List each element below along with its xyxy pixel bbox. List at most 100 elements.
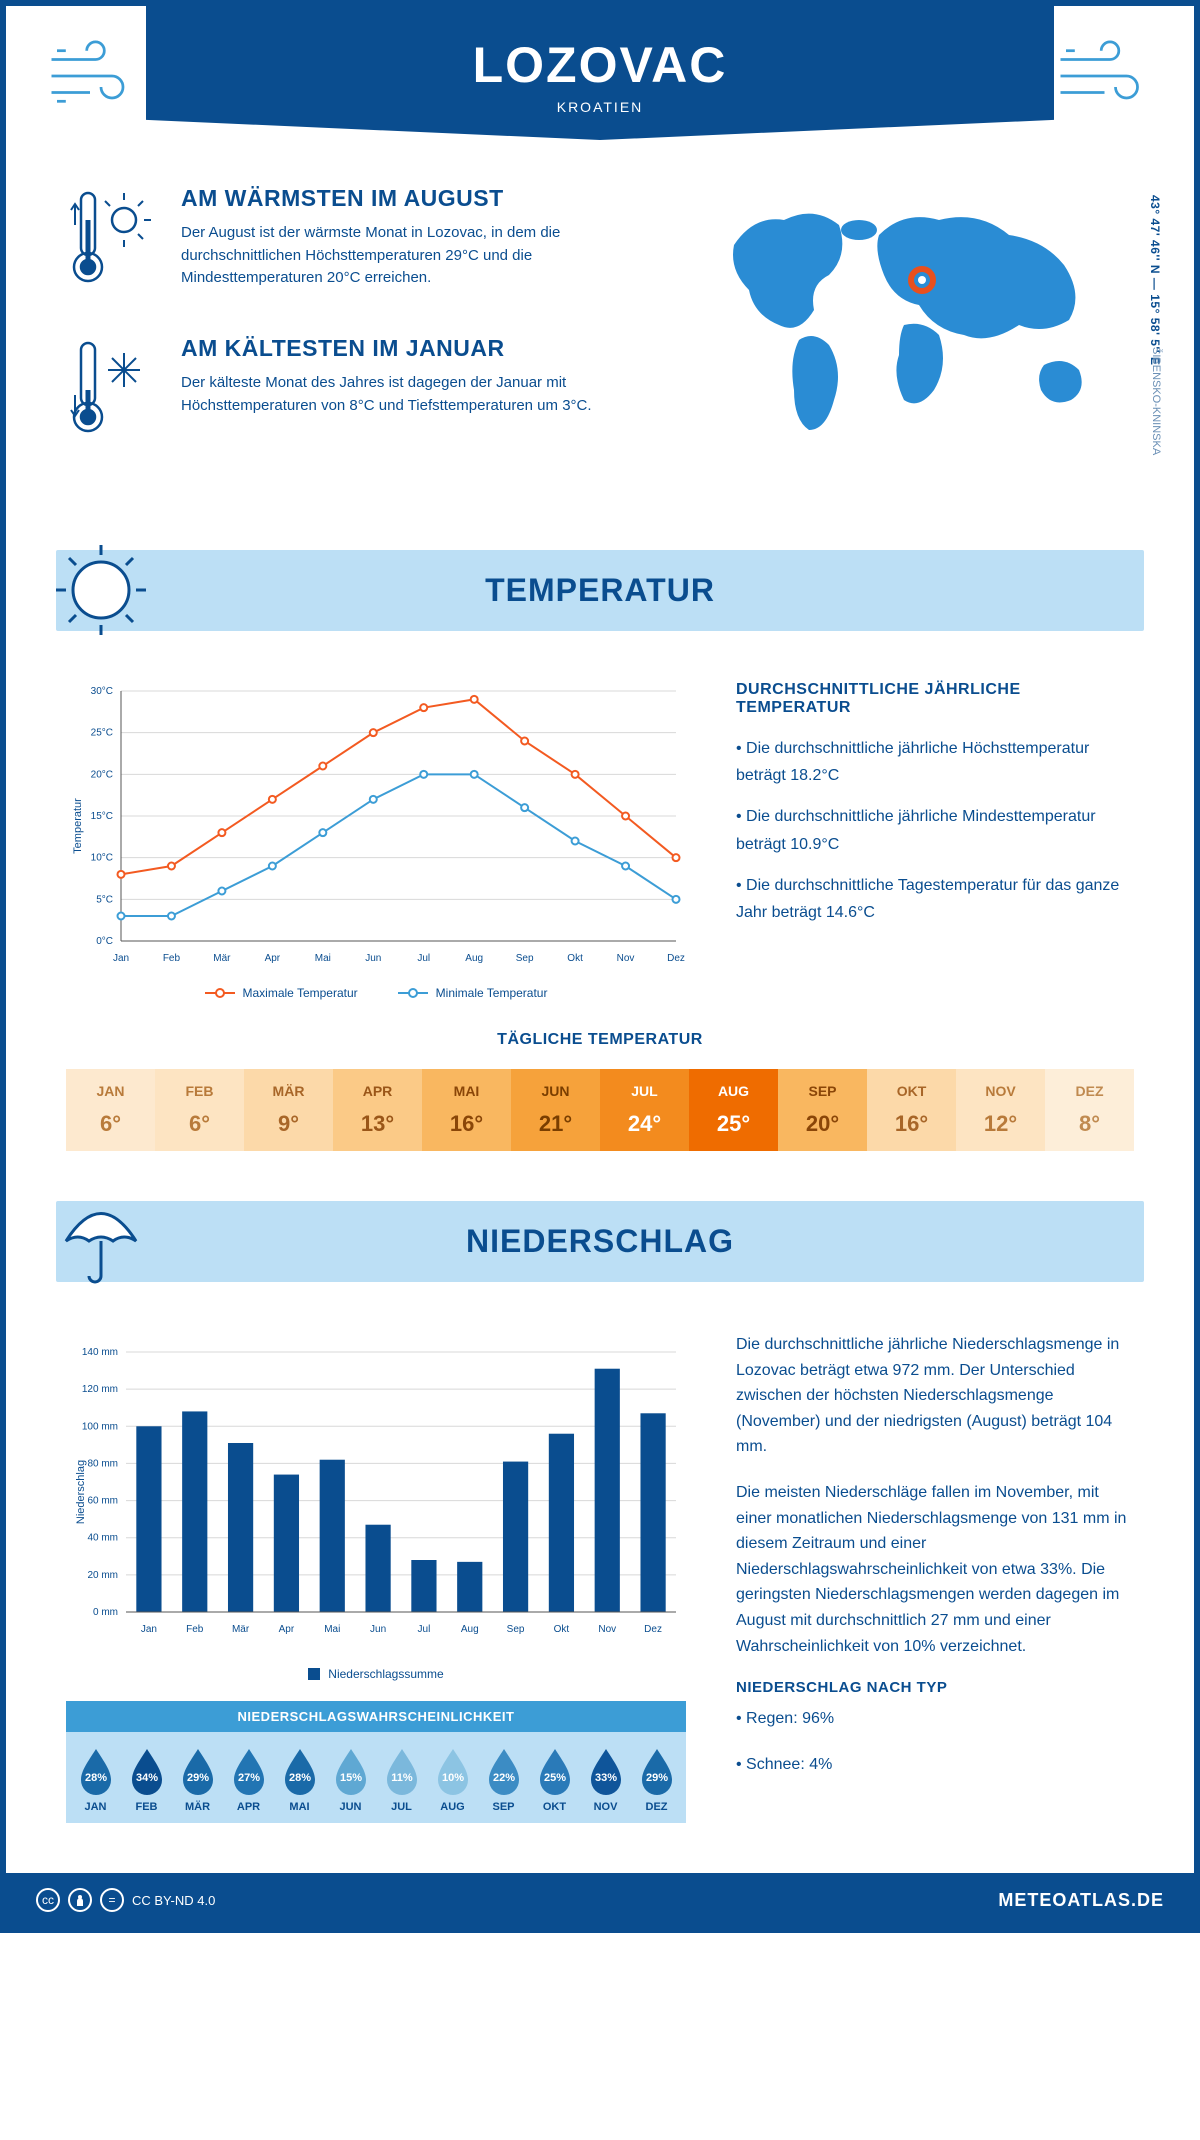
- legend-max: Maximale Temperatur: [243, 986, 358, 1000]
- infographic-page: LOZOVAC KROATIEN AM WÄRMSTEN IM AUGUST D…: [0, 0, 1200, 1933]
- svg-text:Apr: Apr: [265, 953, 281, 964]
- temp-cell: SEP20°: [778, 1069, 867, 1151]
- temp-cell: DEZ8°: [1045, 1069, 1134, 1151]
- location-title: LOZOVAC: [146, 36, 1054, 94]
- svg-text:Mai: Mai: [315, 953, 331, 964]
- world-map-block: 43° 47' 46'' N — 15° 58' 5'' E ŠIBENSKO-…: [704, 185, 1134, 485]
- prob-drop: 11%JUL: [377, 1747, 426, 1813]
- svg-text:Mär: Mär: [232, 1624, 250, 1635]
- precipitation-text: Die durchschnittliche jährliche Niedersc…: [736, 1332, 1134, 1823]
- prob-drop: 22%SEP: [479, 1747, 528, 1813]
- svg-text:Dez: Dez: [667, 953, 685, 964]
- country-subtitle: KROATIEN: [146, 99, 1054, 115]
- svg-text:Jul: Jul: [418, 1624, 431, 1635]
- coldest-title: AM KÄLTESTEN IM JANUAR: [181, 335, 654, 362]
- svg-text:Nov: Nov: [617, 953, 635, 964]
- wind-icon: [1044, 36, 1154, 116]
- precipitation-probability: NIEDERSCHLAGSWAHRSCHEINLICHKEIT 28%JAN34…: [66, 1701, 686, 1823]
- temp-cell: FEB6°: [155, 1069, 244, 1151]
- svg-text:25%: 25%: [543, 1772, 565, 1784]
- svg-text:Aug: Aug: [465, 953, 483, 964]
- coldest-block: AM KÄLTESTEN IM JANUAR Der kälteste Mona…: [66, 335, 654, 445]
- sun-icon: [46, 535, 156, 645]
- svg-text:Apr: Apr: [279, 1624, 295, 1635]
- intro-section: AM WÄRMSTEN IM AUGUST Der August ist der…: [6, 140, 1194, 530]
- license-text: CC BY-ND 4.0: [132, 1893, 215, 1908]
- temp-cell: JUN21°: [511, 1069, 600, 1151]
- prob-drop: 28%MAI: [275, 1747, 324, 1813]
- world-map-icon: [704, 185, 1134, 445]
- thermometer-cold-icon: [66, 335, 156, 445]
- svg-text:15%: 15%: [339, 1772, 361, 1784]
- temp-cell: OKT16°: [867, 1069, 956, 1151]
- precip-type: • Schnee: 4%: [736, 1752, 1134, 1778]
- precip-para: Die meisten Niederschläge fallen im Nove…: [736, 1480, 1134, 1659]
- svg-text:5°C: 5°C: [96, 894, 113, 905]
- by-icon: [68, 1888, 92, 1912]
- precipitation-bar-chart: 0 mm20 mm40 mm60 mm80 mm100 mm120 mm140 …: [66, 1332, 686, 1823]
- svg-text:Dez: Dez: [644, 1624, 662, 1635]
- coldest-text: Der kälteste Monat des Jahres ist dagege…: [181, 372, 654, 417]
- precip-para: Die durchschnittliche jährliche Niedersc…: [736, 1332, 1134, 1460]
- precip-type-title: NIEDERSCHLAG NACH TYP: [736, 1679, 1134, 1696]
- svg-text:Jan: Jan: [113, 953, 129, 964]
- svg-text:29%: 29%: [645, 1772, 667, 1784]
- svg-text:Sep: Sep: [507, 1624, 525, 1635]
- svg-text:0°C: 0°C: [96, 936, 113, 947]
- svg-text:33%: 33%: [594, 1772, 616, 1784]
- svg-text:Okt: Okt: [554, 1624, 570, 1635]
- svg-text:20 mm: 20 mm: [87, 1570, 118, 1581]
- svg-text:Nov: Nov: [598, 1624, 616, 1635]
- svg-text:Mär: Mär: [213, 953, 231, 964]
- svg-text:Jul: Jul: [417, 953, 430, 964]
- svg-text:100 mm: 100 mm: [82, 1421, 118, 1432]
- legend-min: Minimale Temperatur: [436, 986, 548, 1000]
- temp-cell: APR13°: [333, 1069, 422, 1151]
- prob-drop: 34%FEB: [122, 1747, 171, 1813]
- svg-text:Jun: Jun: [365, 953, 381, 964]
- footer: cc = CC BY-ND 4.0 METEOATLAS.DE: [6, 1873, 1194, 1927]
- temp-cell: MÄR9°: [244, 1069, 333, 1151]
- warmest-block: AM WÄRMSTEN IM AUGUST Der August ist der…: [66, 185, 654, 295]
- svg-text:34%: 34%: [135, 1772, 157, 1784]
- wind-icon: [46, 36, 156, 116]
- svg-text:28%: 28%: [84, 1772, 106, 1784]
- prob-drop: 15%JUN: [326, 1747, 375, 1813]
- svg-text:10°C: 10°C: [91, 853, 113, 864]
- svg-text:10%: 10%: [441, 1772, 463, 1784]
- svg-text:80 mm: 80 mm: [87, 1458, 118, 1469]
- svg-text:20°C: 20°C: [91, 769, 113, 780]
- svg-text:Jun: Jun: [370, 1624, 386, 1635]
- region-text: ŠIBENSKO-KNINSKA: [1150, 347, 1162, 455]
- svg-text:29%: 29%: [186, 1772, 208, 1784]
- license-block: cc = CC BY-ND 4.0: [36, 1888, 215, 1912]
- temp-cell: AUG25°: [689, 1069, 778, 1151]
- prob-drop: 25%OKT: [530, 1747, 579, 1813]
- site-name: METEOATLAS.DE: [998, 1890, 1164, 1911]
- prob-drop: 10%AUG: [428, 1747, 477, 1813]
- temperature-info: DURCHSCHNITTLICHE JÄHRLICHE TEMPERATUR •…: [736, 681, 1134, 1001]
- svg-text:Mai: Mai: [324, 1624, 340, 1635]
- svg-text:11%: 11%: [391, 1772, 413, 1784]
- precip-type: • Regen: 96%: [736, 1706, 1134, 1732]
- thermometer-hot-icon: [66, 185, 156, 295]
- temp-cell: MAI16°: [422, 1069, 511, 1151]
- temp-bullet: • Die durchschnittliche jährliche Mindes…: [736, 803, 1134, 857]
- svg-text:Feb: Feb: [186, 1624, 204, 1635]
- precipitation-heading: NIEDERSCHLAG: [78, 1223, 1122, 1260]
- temp-legend: .legend-item:nth-child(1) .lline::after{…: [66, 986, 686, 1000]
- coordinates-text: 43° 47' 46'' N — 15° 58' 5'' E: [1148, 195, 1162, 365]
- svg-text:60 mm: 60 mm: [87, 1496, 118, 1507]
- prob-title: NIEDERSCHLAGSWAHRSCHEINLICHKEIT: [66, 1701, 686, 1732]
- precipitation-banner: NIEDERSCHLAG: [56, 1201, 1144, 1282]
- svg-text:28%: 28%: [288, 1772, 310, 1784]
- svg-text:Okt: Okt: [567, 953, 583, 964]
- svg-text:30°C: 30°C: [91, 686, 113, 697]
- svg-text:40 mm: 40 mm: [87, 1533, 118, 1544]
- daily-temp-section: TÄGLICHE TEMPERATUR JAN6°FEB6°MÄR9°APR13…: [6, 1021, 1194, 1181]
- temp-cell: NOV12°: [956, 1069, 1045, 1151]
- prob-drop: 33%NOV: [581, 1747, 630, 1813]
- temp-cell: JUL24°: [600, 1069, 689, 1151]
- svg-text:Temperatur: Temperatur: [72, 798, 84, 854]
- temperature-line-chart: 0°C5°C10°C15°C20°C25°C30°CJanFebMärAprMa…: [66, 681, 686, 1001]
